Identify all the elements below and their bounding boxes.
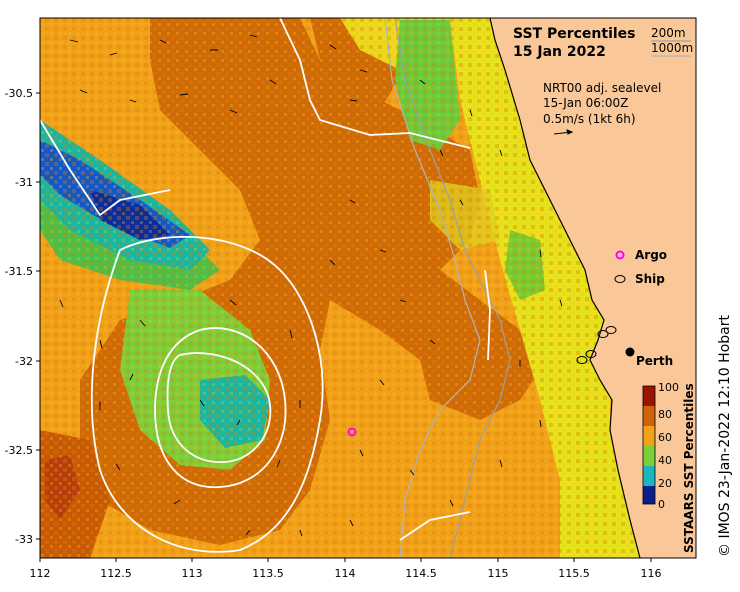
- colorbar: [642, 385, 656, 505]
- y-tick-30-5: -30.5: [5, 87, 33, 100]
- y-tick-32-5: -32.5: [5, 444, 33, 457]
- x-tick-112-5: 112.5: [100, 567, 132, 580]
- colorbar-tick-20: 20: [658, 477, 672, 490]
- perth-marker: [625, 347, 635, 357]
- contour-legend-1000m: 1000m: [651, 41, 693, 55]
- map-panel: [40, 18, 696, 558]
- legend-argo-icon: [615, 250, 625, 260]
- ship-markers: [576, 326, 617, 364]
- x-tick-116: 116: [641, 567, 662, 580]
- x-axis: [39, 558, 652, 562]
- vector-scale-arrow: [553, 129, 574, 135]
- y-tick-31: -31: [15, 176, 33, 189]
- map-title-line1: SST Percentiles: [513, 26, 636, 42]
- current-vectors: [59, 34, 563, 537]
- legend-ship-label: Ship: [635, 272, 665, 286]
- sea-level-contours: [40, 18, 491, 553]
- x-tick-112: 112: [30, 567, 51, 580]
- x-tick-115-5: 115.5: [558, 567, 590, 580]
- x-tick-114-5: 114.5: [405, 567, 437, 580]
- city-label-perth: Perth: [636, 354, 673, 368]
- y-axis: [36, 92, 40, 540]
- argo-float-marker: [347, 427, 357, 437]
- legend-ship-icon: [614, 275, 626, 283]
- map-frame: [39, 17, 697, 559]
- bathymetry-1000m: [384, 18, 481, 558]
- info-line-3: 0.5m/s (1kt 6h): [543, 112, 636, 126]
- x-tick-114: 114: [335, 567, 356, 580]
- y-tick-32: -32: [15, 355, 33, 368]
- colorbar-title: SSTAARS SST Percentiles: [682, 383, 696, 553]
- info-line-2: 15-Jan 06:00Z: [543, 96, 628, 110]
- y-tick-33: -33: [15, 533, 33, 546]
- colorbar-tick-40: 40: [658, 454, 672, 467]
- contour-legend-200m: 200m: [651, 26, 686, 40]
- colorbar-tick-0: 0: [658, 498, 665, 511]
- bathymetry-200m: [394, 18, 511, 558]
- coastline: [489, 18, 641, 558]
- info-line-1: NRT00 adj. sealevel: [543, 81, 661, 95]
- colorbar-tick-60: 60: [658, 431, 672, 444]
- legend-argo-label: Argo: [635, 248, 667, 262]
- credit-text: © IMOS 23-Jan-2022 12:10 Hobart: [717, 315, 733, 557]
- colorbar-tick-100: 100: [658, 381, 679, 394]
- map-title-line2: 15 Jan 2022: [513, 44, 606, 60]
- y-tick-31-5: -31.5: [5, 265, 33, 278]
- x-tick-113-5: 113.5: [252, 567, 284, 580]
- colorbar-tick-80: 80: [658, 408, 672, 421]
- x-tick-113: 113: [182, 567, 203, 580]
- x-tick-115: 115: [488, 567, 509, 580]
